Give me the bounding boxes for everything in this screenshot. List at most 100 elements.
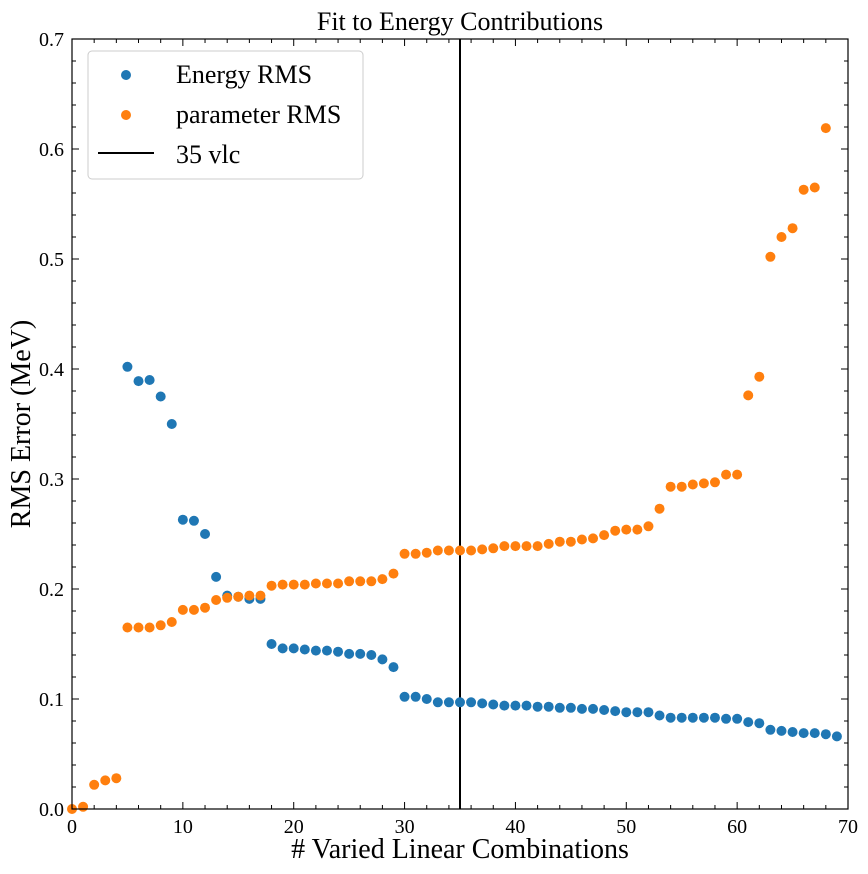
data-point — [410, 691, 421, 702]
data-point — [831, 731, 842, 742]
data-point — [543, 538, 554, 549]
data-point — [366, 650, 377, 660]
data-point — [732, 469, 743, 480]
data-point — [133, 376, 144, 387]
data-point — [787, 727, 798, 737]
data-point — [709, 712, 720, 723]
data-point — [654, 710, 665, 721]
data-point — [111, 773, 122, 784]
data-point — [288, 643, 299, 654]
data-point — [89, 779, 100, 790]
plot-frame — [71, 38, 849, 810]
data-point — [122, 622, 133, 633]
y-tick-label: 0.0 — [39, 799, 64, 821]
series-layer — [67, 123, 842, 814]
data-point — [499, 700, 510, 711]
legend-label-parameter-rms: parameter RMS — [176, 100, 341, 129]
data-point — [754, 371, 765, 382]
data-point — [554, 702, 565, 713]
data-point — [78, 801, 89, 812]
data-point — [665, 481, 676, 492]
data-point — [820, 729, 831, 740]
data-point — [554, 536, 565, 547]
data-point — [266, 580, 277, 591]
data-point — [244, 590, 255, 601]
data-point — [166, 419, 177, 429]
data-point — [665, 712, 676, 723]
data-point — [687, 479, 698, 490]
data-point — [421, 547, 432, 558]
data-point — [576, 703, 587, 714]
data-point — [809, 182, 820, 193]
data-point — [698, 712, 709, 723]
data-point — [477, 698, 488, 709]
data-point — [576, 534, 587, 545]
tick-label-layer: 0 10 20 30 40 50 60 70 0.0 0.1 0.2 0.3 0.4 0.5 0.6 0.7 — [39, 29, 858, 838]
data-point — [510, 541, 521, 552]
data-point — [355, 576, 366, 587]
data-point — [588, 703, 599, 714]
data-point — [588, 533, 599, 544]
legend-label-vline: 35 vlc — [176, 140, 240, 169]
legend-box — [87, 50, 364, 180]
data-point — [266, 639, 277, 649]
data-point — [399, 548, 410, 559]
data-point — [177, 604, 188, 615]
data-point — [599, 705, 610, 715]
data-point — [632, 707, 643, 718]
data-point — [388, 662, 399, 673]
data-point — [188, 515, 199, 526]
data-point — [532, 701, 543, 712]
data-point — [122, 361, 133, 372]
data-point — [200, 602, 211, 613]
data-point — [709, 477, 720, 488]
y-axis-label: RMS Error (MeV) — [6, 320, 37, 528]
data-point — [488, 699, 499, 710]
data-point — [676, 481, 687, 492]
data-point — [632, 524, 643, 535]
data-point — [377, 574, 388, 585]
data-point — [721, 469, 732, 480]
y-tick-label: 0.5 — [39, 249, 64, 271]
series-parameter-rms — [67, 123, 831, 814]
data-point — [621, 524, 632, 535]
x-axis-label: # Varied Linear Combinations — [291, 834, 629, 865]
legend-marker-parameter-rms — [121, 110, 131, 120]
data-point — [455, 697, 465, 708]
data-point — [621, 707, 632, 718]
data-point — [344, 648, 355, 659]
data-point — [532, 541, 543, 552]
data-point — [599, 530, 610, 541]
data-point — [521, 700, 532, 711]
data-point — [754, 718, 765, 729]
data-point — [477, 544, 488, 555]
data-point — [543, 701, 554, 712]
x-tick-label: 70 — [838, 816, 858, 838]
data-point — [466, 545, 477, 556]
y-tick-label: 0.6 — [39, 139, 64, 161]
data-point — [399, 691, 410, 702]
data-point — [432, 545, 443, 556]
data-point — [144, 622, 155, 633]
data-point — [776, 725, 787, 736]
data-point — [798, 184, 809, 195]
y-tick-label: 0.1 — [39, 689, 64, 711]
data-point — [455, 545, 465, 556]
data-point — [321, 578, 332, 589]
data-point — [443, 697, 454, 708]
data-point — [177, 514, 188, 525]
data-point — [698, 478, 709, 489]
data-point — [377, 654, 388, 665]
x-tick-label: 30 — [395, 816, 415, 838]
x-tick-label: 60 — [727, 816, 747, 838]
data-point — [776, 232, 787, 242]
data-point — [155, 391, 166, 402]
data-point — [211, 571, 222, 582]
data-point — [366, 576, 377, 587]
data-point — [643, 521, 654, 532]
data-point — [798, 728, 809, 739]
data-point — [155, 620, 166, 631]
y-tick-label: 0.4 — [39, 359, 64, 381]
data-point — [676, 712, 687, 723]
